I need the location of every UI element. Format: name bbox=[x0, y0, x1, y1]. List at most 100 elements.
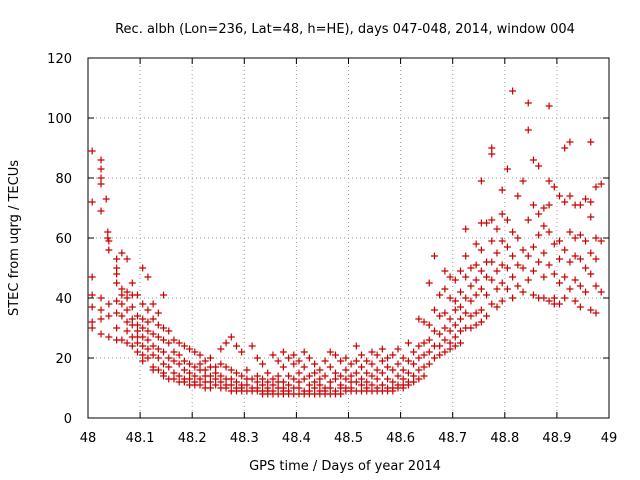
data-point bbox=[535, 231, 543, 239]
data-point bbox=[368, 348, 376, 356]
data-point bbox=[457, 267, 465, 275]
data-point bbox=[446, 294, 454, 302]
data-point bbox=[186, 360, 194, 368]
data-point bbox=[285, 372, 293, 380]
data-point bbox=[295, 369, 303, 377]
data-point bbox=[342, 354, 350, 362]
data-point bbox=[170, 348, 178, 356]
data-point bbox=[165, 354, 173, 362]
data-point bbox=[154, 354, 162, 362]
data-point bbox=[139, 315, 147, 323]
data-point bbox=[545, 102, 553, 110]
data-point bbox=[425, 336, 433, 344]
data-point bbox=[144, 354, 152, 362]
data-point bbox=[503, 243, 511, 251]
y-tick-label: 120 bbox=[47, 52, 72, 67]
data-point bbox=[97, 180, 105, 188]
data-point bbox=[217, 360, 225, 368]
data-point bbox=[488, 237, 496, 245]
data-point bbox=[576, 303, 584, 311]
data-point bbox=[389, 387, 397, 395]
data-point bbox=[503, 165, 511, 173]
data-point bbox=[212, 369, 220, 377]
data-point bbox=[133, 339, 141, 347]
data-point bbox=[483, 219, 491, 227]
data-point bbox=[550, 183, 558, 191]
data-point bbox=[123, 318, 131, 326]
data-point bbox=[425, 348, 433, 356]
data-point bbox=[326, 348, 334, 356]
data-point bbox=[279, 363, 287, 371]
data-point bbox=[123, 255, 131, 263]
data-point bbox=[363, 369, 371, 377]
data-point bbox=[201, 366, 209, 374]
data-point bbox=[420, 318, 428, 326]
data-point bbox=[248, 375, 256, 383]
data-point bbox=[88, 273, 96, 281]
data-point bbox=[342, 375, 350, 383]
data-point bbox=[498, 186, 506, 194]
data-point bbox=[430, 354, 438, 362]
data-point bbox=[311, 378, 319, 386]
data-point bbox=[290, 375, 298, 383]
data-point bbox=[545, 297, 553, 305]
data-point bbox=[529, 156, 537, 164]
data-point bbox=[113, 279, 121, 287]
data-point bbox=[524, 216, 532, 224]
x-tick-label: 48.8 bbox=[490, 431, 519, 446]
data-point bbox=[300, 363, 308, 371]
data-point bbox=[264, 369, 272, 377]
data-point bbox=[410, 378, 418, 386]
data-point bbox=[566, 285, 574, 293]
data-point bbox=[300, 375, 308, 383]
data-point bbox=[128, 342, 136, 350]
data-point bbox=[139, 300, 147, 308]
data-point bbox=[404, 357, 412, 365]
data-point bbox=[410, 348, 418, 356]
data-point bbox=[352, 378, 360, 386]
data-point bbox=[498, 279, 506, 287]
data-point bbox=[571, 252, 579, 260]
data-point bbox=[331, 375, 339, 383]
data-point bbox=[441, 336, 449, 344]
data-point bbox=[201, 357, 209, 365]
data-point bbox=[472, 261, 480, 269]
data-point bbox=[295, 357, 303, 365]
data-point bbox=[472, 309, 480, 317]
data-point bbox=[472, 276, 480, 284]
data-point bbox=[363, 357, 371, 365]
data-point bbox=[587, 249, 595, 257]
data-point bbox=[97, 174, 105, 182]
data-point bbox=[352, 342, 360, 350]
data-point bbox=[373, 375, 381, 383]
data-point bbox=[384, 363, 392, 371]
data-point bbox=[227, 366, 235, 374]
x-tick-label: 48.6 bbox=[386, 431, 415, 446]
data-point bbox=[97, 306, 105, 314]
data-point bbox=[582, 195, 590, 203]
data-point bbox=[571, 234, 579, 242]
data-point bbox=[519, 288, 527, 296]
data-point bbox=[337, 372, 345, 380]
data-point bbox=[462, 309, 470, 317]
data-point bbox=[97, 207, 105, 215]
data-point bbox=[97, 330, 105, 338]
data-point bbox=[133, 312, 141, 320]
data-point bbox=[545, 228, 553, 236]
data-point bbox=[420, 339, 428, 347]
y-tick-labels: 0 20 40 60 80 100 120 bbox=[47, 52, 72, 427]
data-point bbox=[113, 324, 121, 332]
data-point bbox=[331, 351, 339, 359]
data-point bbox=[514, 282, 522, 290]
data-point bbox=[105, 312, 113, 320]
data-point bbox=[154, 321, 162, 329]
data-point bbox=[368, 360, 376, 368]
data-point bbox=[269, 381, 277, 389]
data-point bbox=[425, 321, 433, 329]
data-point bbox=[118, 300, 126, 308]
data-point bbox=[144, 318, 152, 326]
data-point bbox=[509, 273, 517, 281]
data-point bbox=[217, 378, 225, 386]
data-point bbox=[191, 372, 199, 380]
